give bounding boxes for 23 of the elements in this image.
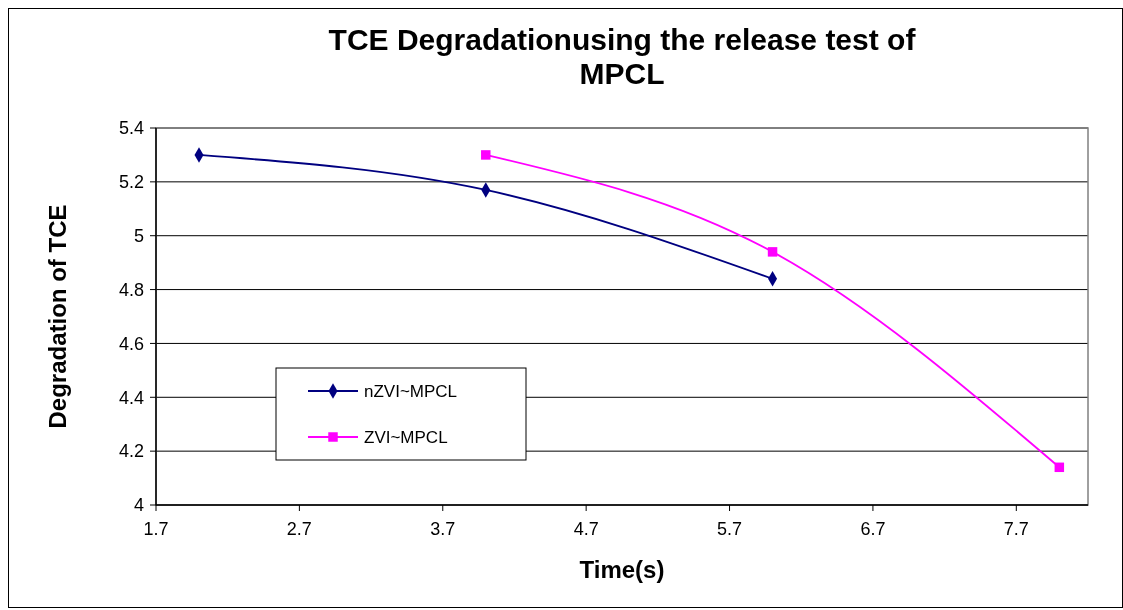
- y-tick-label: 4.6: [118, 333, 144, 354]
- legend-label: nZVI~MPCL: [364, 381, 458, 401]
- y-tick-label: 5.2: [118, 172, 144, 193]
- y-tick-label: 4: [133, 495, 144, 516]
- y-tick-label: 5: [133, 226, 144, 247]
- x-tick-label: 4.7: [573, 519, 599, 539]
- x-axis-title: Time(s): [579, 556, 665, 583]
- y-tick-label: 4.4: [118, 387, 144, 408]
- y-axis-title: Degradation of TCE: [44, 204, 71, 429]
- y-tick-label: 5.4: [118, 118, 144, 139]
- legend-label: ZVI~MPCL: [364, 427, 448, 447]
- y-tick-label: 4.8: [118, 279, 144, 300]
- x-tick-label: 6.7: [860, 519, 886, 539]
- x-tick-label: 2.7: [286, 519, 312, 539]
- x-tick-label: 7.7: [1003, 519, 1029, 539]
- point: [1054, 462, 1065, 473]
- chart-title: TCE Degradationusing the release test of MPCL: [328, 23, 917, 90]
- x-tick-label: 5.7: [717, 519, 743, 539]
- x-tick-label: 1.7: [143, 519, 169, 539]
- y-tick-label: 4.2: [118, 441, 144, 462]
- point: [767, 247, 778, 257]
- x-tick-label: 3.7: [430, 519, 456, 539]
- point: [481, 150, 491, 160]
